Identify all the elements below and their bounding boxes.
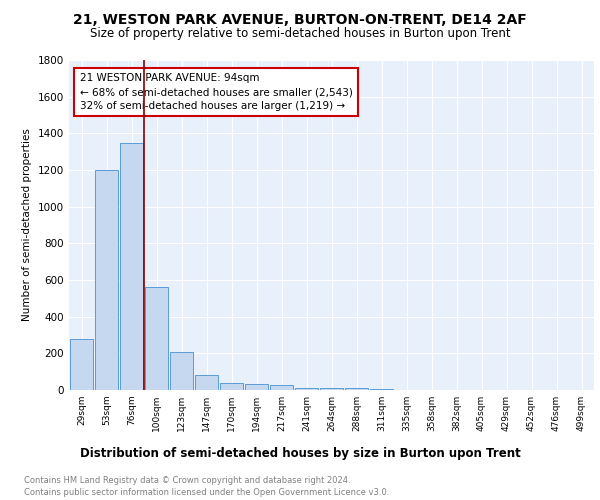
Text: Size of property relative to semi-detached houses in Burton upon Trent: Size of property relative to semi-detach… [89, 28, 511, 40]
Bar [320, 388, 343, 390]
Text: 21 WESTON PARK AVENUE: 94sqm
← 68% of semi-detached houses are smaller (2,543)
3: 21 WESTON PARK AVENUE: 94sqm ← 68% of se… [79, 73, 352, 111]
Bar [245, 384, 268, 390]
Y-axis label: Number of semi-detached properties: Number of semi-detached properties [22, 128, 32, 322]
Bar [370, 388, 393, 390]
Bar [295, 388, 318, 390]
Bar [345, 388, 368, 390]
Bar [95, 170, 118, 390]
Bar [270, 386, 293, 390]
Bar [220, 382, 243, 390]
Text: 21, WESTON PARK AVENUE, BURTON-ON-TRENT, DE14 2AF: 21, WESTON PARK AVENUE, BURTON-ON-TRENT,… [73, 12, 527, 26]
Bar [195, 376, 218, 390]
Text: Contains public sector information licensed under the Open Government Licence v3: Contains public sector information licen… [24, 488, 389, 497]
Bar [145, 288, 168, 390]
Bar [170, 352, 193, 390]
Text: Distribution of semi-detached houses by size in Burton upon Trent: Distribution of semi-detached houses by … [80, 448, 520, 460]
Bar [70, 338, 93, 390]
Text: Contains HM Land Registry data © Crown copyright and database right 2024.: Contains HM Land Registry data © Crown c… [24, 476, 350, 485]
Bar [120, 142, 143, 390]
